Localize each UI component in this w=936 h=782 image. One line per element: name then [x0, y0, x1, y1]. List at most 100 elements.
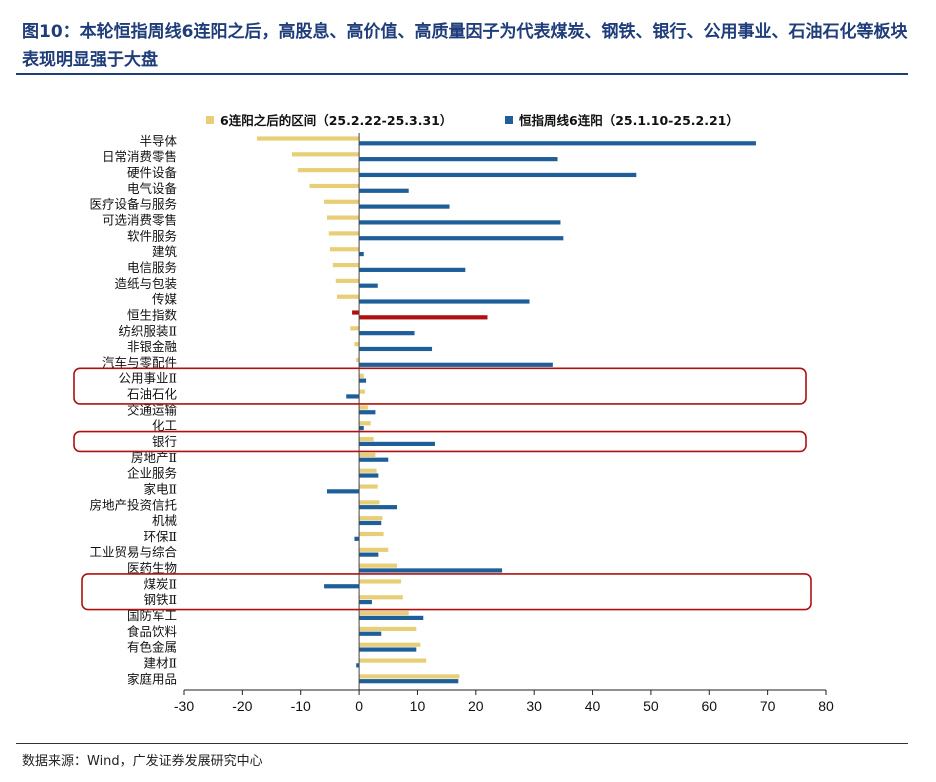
- title-divider: [16, 73, 908, 75]
- x-tick-label-4: 10: [410, 698, 426, 714]
- category-label-34: 家庭用品: [127, 671, 177, 686]
- bar-after-33: [359, 658, 427, 663]
- category-label-5: 可选消费零售: [102, 213, 177, 228]
- bar-streak-8: [359, 267, 466, 272]
- legend-swatch-0: [206, 116, 214, 124]
- bar-after-12: [350, 326, 360, 331]
- bar-after-0: [256, 136, 360, 141]
- category-label-31: 食品饮料: [127, 624, 178, 639]
- bar-streak-21: [359, 473, 379, 478]
- bar-streak-5: [359, 220, 561, 225]
- category-label-18: 化工: [152, 418, 177, 433]
- bar-after-9: [335, 278, 360, 283]
- x-tick-label-0: -30: [174, 698, 194, 714]
- x-tick-label-5: 20: [468, 698, 484, 714]
- bar-after-16: [359, 389, 365, 394]
- category-label-30: 国防军工: [127, 608, 177, 623]
- category-label-6: 软件服务: [127, 228, 177, 243]
- bar-streak-27: [359, 568, 503, 573]
- bar-streak-16: [346, 394, 360, 399]
- bar-after-15: [359, 373, 364, 378]
- category-label-1: 日常消费零售: [102, 149, 177, 164]
- category-label-17: 交通运输: [127, 402, 178, 417]
- category-label-2: 硬件设备: [127, 165, 178, 180]
- category-label-21: 企业服务: [127, 466, 177, 481]
- bar-streak-28: [324, 584, 360, 589]
- bar-after-8: [332, 262, 360, 268]
- category-label-20: 房地产Ⅱ: [131, 450, 177, 465]
- category-label-9: 造纸与包装: [114, 276, 177, 291]
- bar-streak-25: [354, 536, 360, 541]
- bar-streak-32: [359, 647, 417, 652]
- bar-streak-14: [359, 362, 553, 367]
- bar-streak-19: [359, 441, 435, 446]
- bar-streak-6: [359, 236, 564, 241]
- bar-streak-12: [359, 331, 415, 336]
- category-label-27: 医药生物: [127, 561, 177, 576]
- category-label-24: 机械: [152, 513, 178, 528]
- x-tick-label-9: 60: [701, 698, 717, 714]
- highlight-box-1: [73, 430, 807, 453]
- x-axis: -30 -20 -10 0 10 20 30 40 50 60 70 80: [174, 133, 834, 714]
- x-tick-label-1: -20: [232, 698, 252, 714]
- legend-label-0: 6连阳之后的区间（25.2.22-25.3.31）: [220, 113, 452, 128]
- chart-title: 图10：本轮恒指周线6连阳之后，高股息、高价值、高质量因子为代表煤炭、钢铁、银行…: [22, 22, 908, 70]
- category-label-23: 房地产投资信托: [89, 497, 177, 512]
- bar-streak-7: [359, 251, 364, 257]
- x-tick-label-2: -10: [291, 698, 311, 714]
- bar-after-2: [297, 168, 360, 173]
- bar-after-5: [326, 215, 360, 220]
- bar-after-10: [336, 294, 360, 299]
- bar-after-7: [329, 247, 360, 252]
- bar-after-23: [359, 500, 380, 505]
- bar-streak-2: [359, 172, 637, 178]
- category-label-11: 恒生指数: [127, 307, 178, 322]
- category-label-3: 电气设备: [127, 181, 178, 196]
- category-label-8: 电信服务: [127, 260, 177, 275]
- bar-after-34: [359, 674, 460, 679]
- bar-after-32: [359, 642, 421, 647]
- bar-after-20: [359, 452, 376, 458]
- category-label-7: 建筑: [152, 244, 178, 259]
- category-label-15: 公用事业Ⅱ: [119, 371, 178, 386]
- highlight-boxes: [73, 367, 812, 611]
- highlight-box-0: [73, 367, 807, 405]
- category-label-0: 半导体: [139, 133, 177, 148]
- bar-after-4: [324, 199, 360, 204]
- legend: 6连阳之后的区间（25.2.22-25.3.31） 恒指周线6连阳（25.1.10…: [206, 113, 739, 128]
- category-label-25: 环保Ⅱ: [144, 529, 178, 544]
- bar-after-21: [359, 468, 377, 473]
- bar-streak-18: [359, 425, 364, 431]
- bar-after-3: [309, 183, 360, 189]
- bar-after-17: [359, 405, 368, 410]
- bar-streak-20: [359, 457, 389, 462]
- bar-after-11: [352, 310, 360, 315]
- category-label-13: 非银金融: [127, 339, 178, 354]
- x-tick-label-10: 70: [760, 698, 776, 714]
- legend-swatch-1: [505, 116, 513, 124]
- bar-after-25: [359, 531, 384, 537]
- bar-streak-29: [359, 599, 372, 605]
- bar-streak-9: [359, 283, 378, 288]
- category-label-29: 钢铁Ⅱ: [144, 592, 178, 607]
- x-tick-label-3: 0: [355, 698, 363, 714]
- bar-after-28: [359, 579, 402, 584]
- bar-after-1: [291, 152, 360, 157]
- bar-streak-11: [359, 315, 488, 320]
- bar-streak-13: [359, 346, 433, 352]
- bar-streak-0: [359, 141, 756, 146]
- highlight-box-2: [81, 573, 812, 611]
- x-tick-label-8: 50: [643, 698, 659, 714]
- category-labels: 半导体日常消费零售硬件设备电气设备医疗设备与服务可选消费零售软件服务建筑电信服务…: [89, 133, 177, 686]
- bar-after-29: [359, 595, 403, 600]
- bar-after-19: [359, 436, 374, 442]
- bar-after-6: [328, 231, 360, 236]
- bar-streak-4: [359, 204, 450, 209]
- bar-streak-1: [359, 157, 558, 162]
- bar-streak-10: [359, 299, 530, 304]
- category-label-26: 工业贸易与综合: [89, 545, 177, 560]
- bar-after-18: [359, 421, 371, 426]
- bar-after-30: [359, 611, 409, 616]
- category-label-4: 医疗设备与服务: [89, 197, 177, 212]
- source-note: 数据来源：Wind，广发证券发展研究中心: [22, 754, 263, 769]
